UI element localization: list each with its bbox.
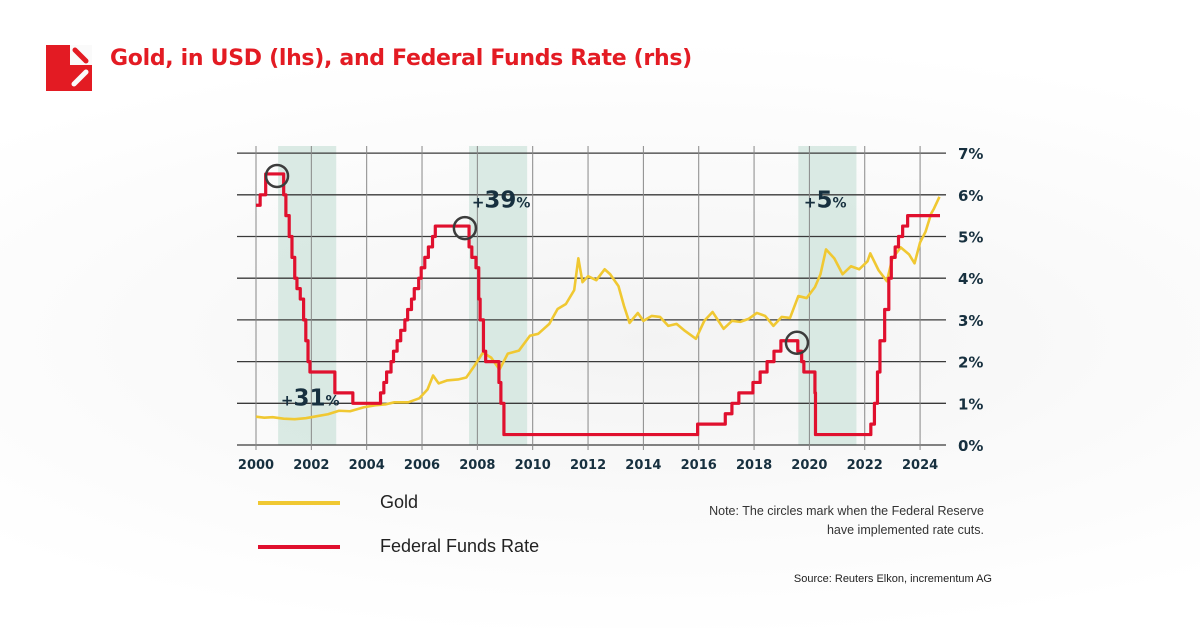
x-tick-label: 2004: [349, 458, 385, 473]
legend-swatch-gold: [258, 500, 340, 505]
incrementum-logo-icon: [46, 45, 92, 91]
gain-annotation: +5%: [804, 187, 847, 213]
x-tick-label: 2020: [791, 458, 827, 473]
x-tick-label: 2016: [681, 458, 717, 473]
x-tick-label: 2024: [902, 458, 938, 473]
y-tick-label: 3%: [958, 312, 983, 330]
y-tick-label: 0%: [958, 437, 983, 455]
rate-cut-marker: [452, 215, 478, 241]
chart-title: Gold, in USD (lhs), and Federal Funds Ra…: [110, 46, 692, 71]
x-tick-label: 2018: [736, 458, 772, 473]
fed-funds-rate-line: [256, 172, 941, 437]
chart-note: Note: The circles mark when the Federal …: [709, 504, 984, 537]
x-tick-label: 2006: [404, 458, 440, 473]
gain-annotation: +39%: [472, 187, 531, 213]
rate-cut-marker: [264, 163, 290, 189]
gain-annotation: +31%: [281, 385, 340, 411]
x-tick-label: 2022: [847, 458, 883, 473]
x-tick-label: 2014: [625, 458, 661, 473]
y-tick-label: 5%: [958, 229, 983, 247]
legend-swatch-fed-funds: [258, 544, 340, 549]
shaded-period: [278, 146, 337, 445]
y-tick-label: 1%: [958, 395, 983, 413]
legend-item-gold: Gold: [258, 492, 418, 513]
gold-line: [255, 196, 941, 421]
y-tick-label: 2%: [958, 354, 983, 372]
x-tick-label: 2008: [459, 458, 495, 473]
y-tick-label: 7%: [958, 145, 983, 163]
x-tick-label: 2000: [238, 458, 274, 473]
legend-item-fed-funds: Federal Funds Rate: [258, 536, 539, 557]
y-tick-label: 4%: [958, 270, 983, 288]
legend-label: Gold: [380, 492, 419, 512]
legend-label: Federal Funds Rate: [380, 536, 540, 556]
chart-source: Source: Reuters Elkon, incrementum AG: [793, 573, 992, 585]
y-tick-label: 6%: [958, 187, 983, 205]
x-tick-label: 2010: [515, 458, 551, 473]
x-tick-label: 2012: [570, 458, 606, 473]
rate-cut-marker: [784, 330, 810, 355]
x-tick-label: 2002: [293, 458, 329, 473]
